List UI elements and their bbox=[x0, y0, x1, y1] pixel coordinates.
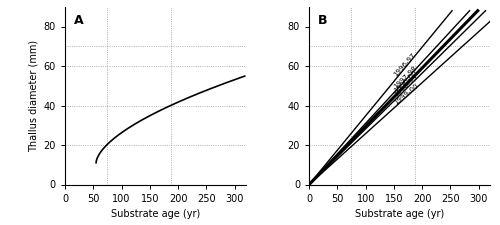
Text: 1996-97: 1996-97 bbox=[392, 52, 416, 78]
Y-axis label: Thallus diameter (mm): Thallus diameter (mm) bbox=[28, 40, 38, 152]
Text: 1996-00: 1996-00 bbox=[392, 70, 418, 94]
Text: A: A bbox=[74, 14, 84, 27]
X-axis label: Substrate age (yr): Substrate age (yr) bbox=[111, 209, 200, 219]
X-axis label: Substrate age (yr): Substrate age (yr) bbox=[355, 209, 444, 219]
Text: 1998-99: 1998-99 bbox=[392, 74, 418, 98]
Text: B: B bbox=[318, 14, 328, 27]
Text: 1997-98: 1997-98 bbox=[392, 65, 418, 90]
Text: 1999-00: 1999-00 bbox=[393, 82, 419, 106]
